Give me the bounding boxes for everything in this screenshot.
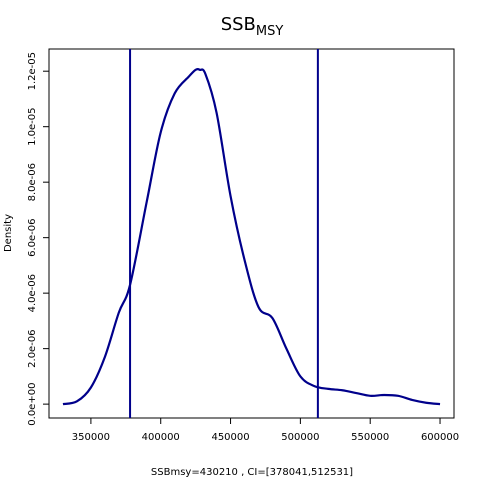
x-tick-label: 600000 xyxy=(421,432,459,443)
y-tick-label: 2.0e-06 xyxy=(27,329,38,367)
density-line xyxy=(62,68,441,406)
chart-title-subscript: MSY xyxy=(256,24,283,39)
density-series xyxy=(62,68,441,406)
y-tick-label: 8.0e-06 xyxy=(27,163,38,201)
x-tick-label: 500000 xyxy=(281,432,319,443)
y-tick-label: 4.0e-06 xyxy=(27,274,38,312)
y-tick-label: 0.0e+00 xyxy=(27,383,38,426)
x-axis: 350000 400000 450000 500000 550000 600000 xyxy=(72,418,459,443)
x-axis-label: SSBmsy=430210 , CI=[378041,512531] xyxy=(151,467,353,478)
x-tick-label: 400000 xyxy=(142,432,180,443)
y-tick-label: 1.0e-05 xyxy=(27,107,38,145)
y-tick-label: 1.2e-05 xyxy=(27,52,38,90)
y-axis: 0.0e+00 2.0e-06 4.0e-06 6.0e-06 8.0e-06 1.0e-… xyxy=(27,52,49,426)
ci-lines xyxy=(129,49,319,418)
x-tick-label: 450000 xyxy=(211,432,249,443)
x-tick-label: 350000 xyxy=(72,432,110,443)
chart-title-main: SSB xyxy=(221,14,256,35)
plot-frame xyxy=(48,48,455,419)
y-axis-label: Density xyxy=(3,214,14,252)
y-tick-label: 6.0e-06 xyxy=(27,218,38,256)
x-tick-label: 550000 xyxy=(351,432,389,443)
chart-title: SSBMSY xyxy=(221,14,284,39)
